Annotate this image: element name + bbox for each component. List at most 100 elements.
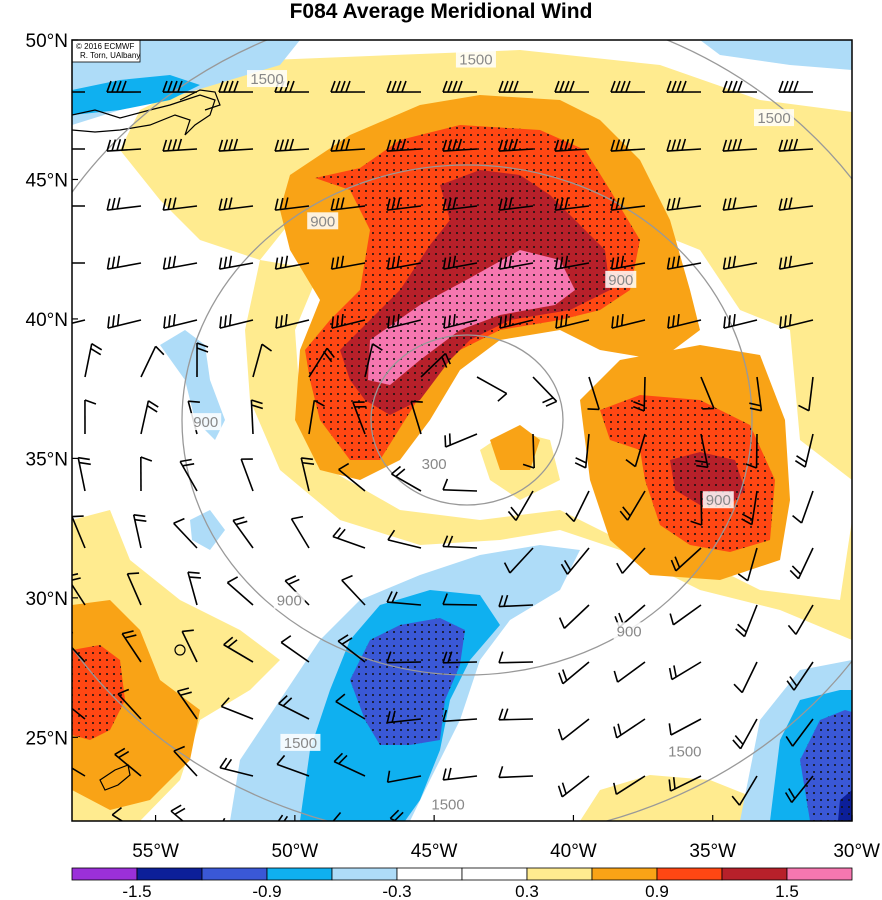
colorbar-swatch bbox=[786, 867, 853, 881]
wind-barb bbox=[785, 833, 813, 859]
wind-barb bbox=[338, 462, 366, 492]
latitude-axis: 50°N 45°N 40°N 35°N 30°N 25°N bbox=[26, 31, 78, 749]
wind-barb bbox=[442, 138, 478, 152]
wind-barb bbox=[733, 661, 758, 694]
wind-barb bbox=[387, 529, 422, 549]
wind-barb bbox=[218, 80, 254, 93]
wind-barb bbox=[72, 262, 85, 264]
wind-barb bbox=[554, 80, 590, 93]
lat-tick-label: 45°N bbox=[26, 170, 68, 191]
wind-barb bbox=[72, 515, 86, 549]
wind-barb bbox=[741, 490, 758, 526]
ring-label-background bbox=[190, 413, 222, 431]
ring-label-background bbox=[273, 591, 305, 609]
wind-barb bbox=[498, 766, 534, 779]
wind-barb bbox=[410, 400, 423, 435]
coastline bbox=[72, 89, 221, 791]
wind-barb bbox=[695, 433, 709, 469]
wind-barb bbox=[308, 399, 325, 435]
wind-barb bbox=[722, 197, 758, 211]
wind-barb bbox=[330, 197, 366, 211]
ring-label: 1500 bbox=[431, 796, 464, 813]
colorbar-label: -0.3 bbox=[382, 882, 411, 900]
wind-barb bbox=[308, 347, 335, 378]
wind-barb bbox=[232, 516, 254, 549]
wind-barb bbox=[625, 433, 646, 468]
colorbar-swatch bbox=[461, 867, 528, 881]
wind-barb bbox=[789, 547, 814, 580]
wind-barb bbox=[554, 255, 590, 270]
colorbar-swatch bbox=[526, 867, 593, 881]
wind-barb bbox=[722, 80, 758, 93]
wind-barb bbox=[613, 718, 646, 739]
wind-barb bbox=[499, 314, 534, 329]
wind-barb bbox=[442, 80, 478, 93]
ring-label-background bbox=[428, 795, 469, 813]
wind-barb bbox=[341, 574, 366, 606]
ring-label: 1500 bbox=[284, 735, 317, 752]
wind-barb bbox=[106, 197, 142, 211]
wind-barb bbox=[332, 527, 366, 549]
wind-barb bbox=[611, 314, 646, 329]
wind-barb bbox=[557, 718, 590, 741]
wind-barb bbox=[558, 820, 559, 821]
wind-barb bbox=[181, 629, 198, 663]
wind-barb bbox=[72, 767, 86, 777]
wind-barb bbox=[558, 604, 590, 629]
wind-barb bbox=[785, 718, 814, 747]
wind-barb bbox=[332, 811, 342, 821]
ring-label-background bbox=[418, 454, 450, 472]
wind-barb bbox=[614, 833, 645, 851]
wind-barb bbox=[735, 604, 758, 638]
wind-barb bbox=[779, 314, 814, 329]
wind-barb bbox=[132, 514, 147, 549]
ring-label: 900 bbox=[193, 414, 218, 431]
colorbar-swatch bbox=[136, 867, 203, 881]
ring-label: 900 bbox=[310, 213, 335, 230]
wind-barb bbox=[386, 710, 422, 724]
ring-label-background bbox=[455, 50, 496, 68]
colorbar-swatch bbox=[721, 867, 788, 881]
wind-barb bbox=[498, 651, 534, 664]
wind-barb bbox=[162, 255, 198, 270]
wind-barb bbox=[786, 661, 814, 691]
lon-tick-label: 55°W bbox=[132, 841, 179, 862]
ring-label-background bbox=[247, 70, 287, 88]
wind-barb bbox=[668, 718, 702, 736]
wind-barb bbox=[610, 80, 646, 93]
wind-barb bbox=[613, 661, 646, 683]
wind-barb bbox=[218, 255, 254, 270]
wind-barb bbox=[565, 490, 590, 523]
wind-barb bbox=[532, 376, 558, 407]
distance-ring-labels: 300 900 900 900 900 900 900 1500 1500 1500 1500 150… bbox=[190, 50, 794, 813]
lon-tick-label: 30°W bbox=[833, 841, 880, 862]
ring-label: 900 bbox=[608, 272, 633, 289]
lon-tick-label: 45°W bbox=[411, 841, 458, 862]
wind-barb bbox=[300, 457, 315, 492]
wind-barb bbox=[443, 314, 478, 329]
colorbar: -1.5 -0.9 -0.3 0.3 0.9 1.5 bbox=[71, 867, 853, 900]
wind-barb bbox=[498, 708, 534, 721]
wind-barb bbox=[666, 80, 702, 93]
wind-barb bbox=[554, 138, 590, 152]
ring-label: 1500 bbox=[757, 110, 790, 127]
wind-barb bbox=[737, 547, 758, 582]
wind-barb bbox=[274, 255, 310, 270]
wind-barb bbox=[72, 631, 86, 663]
ring-label: 1500 bbox=[668, 743, 701, 760]
wind-barb bbox=[218, 197, 254, 211]
wind-barb bbox=[179, 458, 198, 492]
lon-tick-label: 40°W bbox=[550, 841, 597, 862]
wind-barb bbox=[386, 651, 422, 664]
ring-label: 900 bbox=[617, 623, 642, 640]
wind-barb bbox=[442, 535, 478, 549]
wind-barb bbox=[498, 594, 534, 608]
wind-barb bbox=[162, 80, 198, 93]
wind-barb bbox=[386, 197, 422, 211]
wind-barb bbox=[794, 433, 814, 468]
wind-barb bbox=[226, 576, 254, 606]
wind-barb bbox=[745, 433, 758, 469]
wind-barb bbox=[420, 352, 451, 378]
ring-label: 1500 bbox=[250, 71, 283, 88]
